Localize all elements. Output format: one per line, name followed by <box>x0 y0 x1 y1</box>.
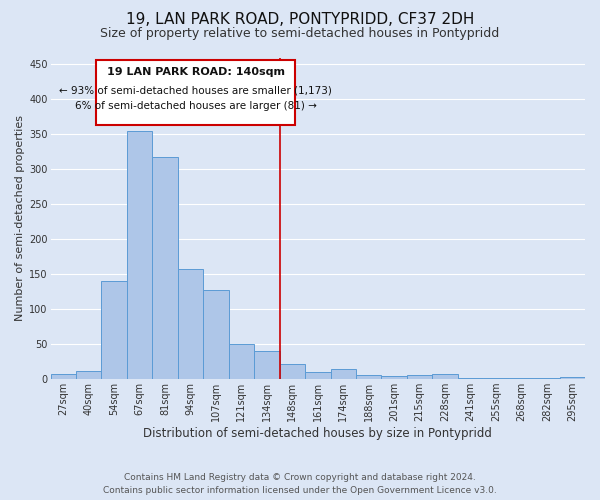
Y-axis label: Number of semi-detached properties: Number of semi-detached properties <box>15 116 25 322</box>
Bar <box>407 375 433 379</box>
Bar <box>203 290 229 379</box>
Bar <box>433 374 458 379</box>
Bar <box>76 371 101 379</box>
Text: 6% of semi-detached houses are larger (81) →: 6% of semi-detached houses are larger (8… <box>74 101 317 111</box>
Bar <box>458 378 483 379</box>
Bar <box>101 282 127 379</box>
Bar <box>305 372 331 379</box>
Text: Size of property relative to semi-detached houses in Pontypridd: Size of property relative to semi-detach… <box>100 28 500 40</box>
Bar <box>356 375 382 379</box>
Bar <box>254 351 280 379</box>
Bar <box>50 374 76 379</box>
Text: 19 LAN PARK ROAD: 140sqm: 19 LAN PARK ROAD: 140sqm <box>107 67 284 77</box>
Bar <box>127 131 152 379</box>
X-axis label: Distribution of semi-detached houses by size in Pontypridd: Distribution of semi-detached houses by … <box>143 427 492 440</box>
Text: Contains HM Land Registry data © Crown copyright and database right 2024.
Contai: Contains HM Land Registry data © Crown c… <box>103 473 497 495</box>
Bar <box>509 378 534 379</box>
Bar <box>331 368 356 379</box>
Bar <box>178 268 203 379</box>
Bar <box>534 378 560 379</box>
Text: ← 93% of semi-detached houses are smaller (1,173): ← 93% of semi-detached houses are smalle… <box>59 86 332 96</box>
Bar <box>560 377 585 379</box>
Bar <box>229 344 254 379</box>
Text: 19, LAN PARK ROAD, PONTYPRIDD, CF37 2DH: 19, LAN PARK ROAD, PONTYPRIDD, CF37 2DH <box>126 12 474 28</box>
Bar <box>152 157 178 379</box>
Bar <box>382 376 407 379</box>
FancyBboxPatch shape <box>97 60 295 126</box>
Bar <box>280 364 305 379</box>
Bar <box>483 378 509 379</box>
